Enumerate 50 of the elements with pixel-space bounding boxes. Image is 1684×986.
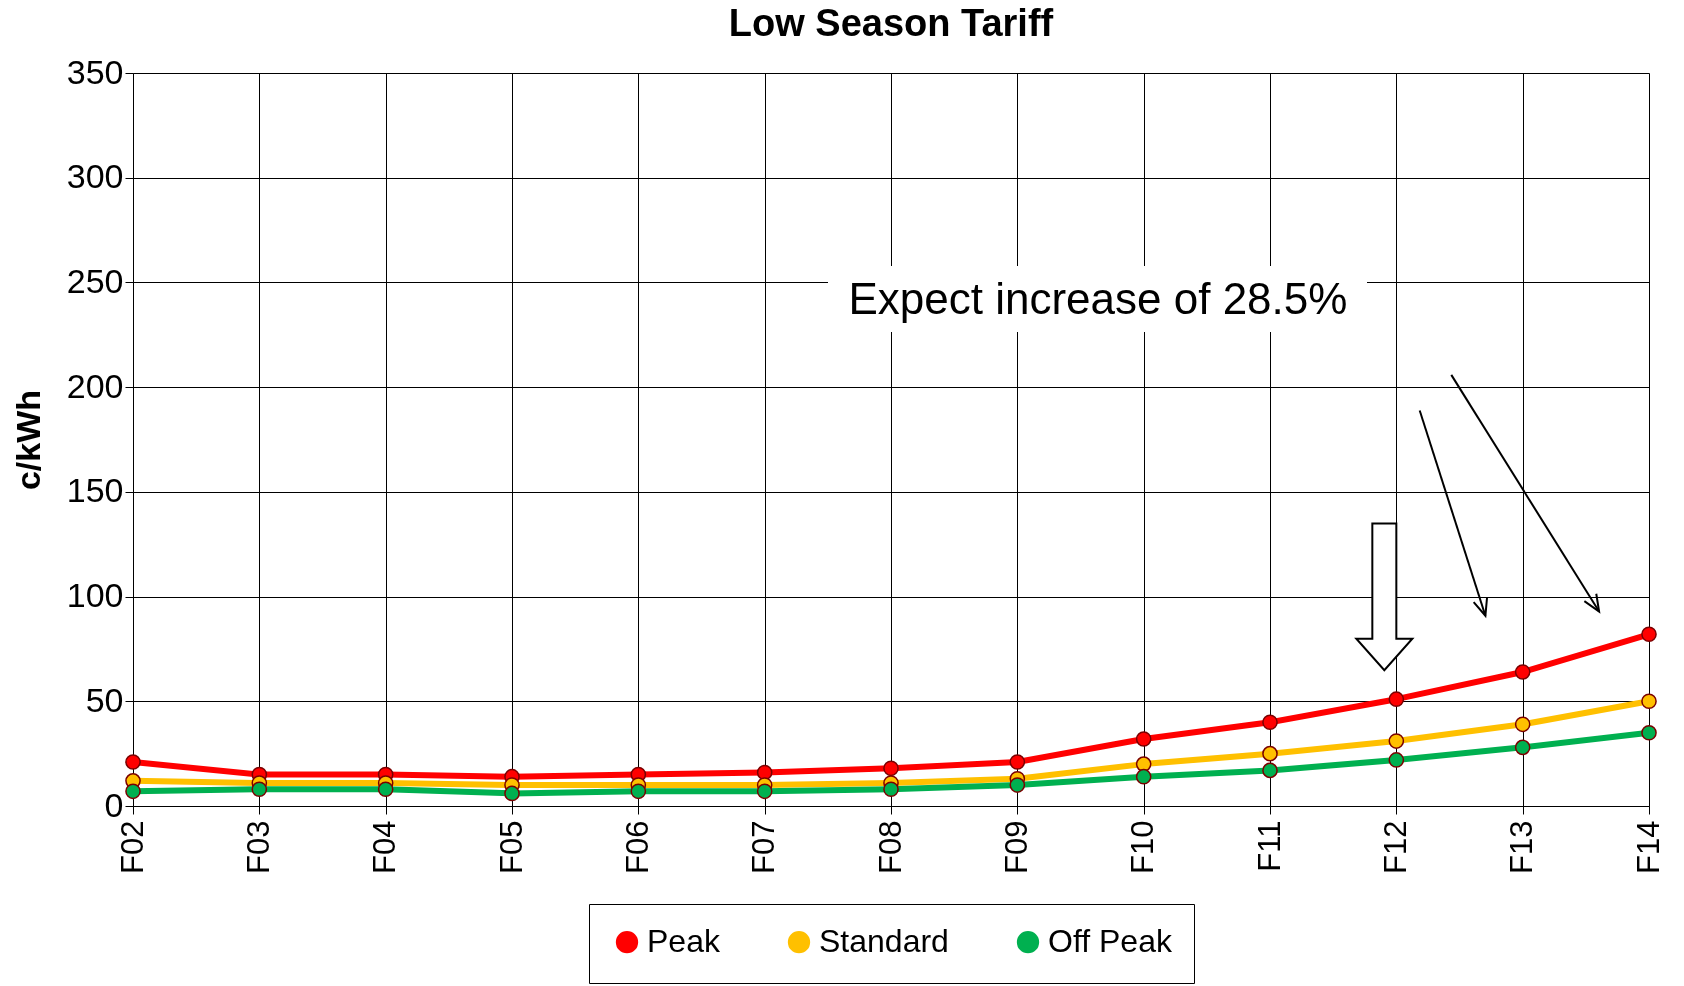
point: [1641, 626, 1657, 643]
point: [1641, 693, 1657, 710]
point: [630, 783, 647, 800]
point: [125, 783, 141, 800]
point: [1135, 731, 1152, 747]
point: [1514, 716, 1531, 733]
x-tick-label: F10: [1125, 820, 1161, 874]
x-tick-label: F04: [367, 820, 403, 874]
x-tick-label: F05: [493, 820, 529, 874]
x-tick-label: F11: [1251, 820, 1287, 872]
y-tick-label: 200: [66, 366, 124, 405]
y-tick-label: 100: [66, 576, 124, 615]
point: [1514, 664, 1531, 680]
point: [1009, 777, 1026, 793]
x-tick-label: F14: [1630, 820, 1666, 874]
point: [756, 783, 773, 800]
x-tick-label: F13: [1504, 820, 1540, 874]
point: [1009, 754, 1026, 770]
x-tick-label: F08: [872, 820, 908, 874]
point: [1262, 762, 1278, 779]
point: [1135, 768, 1152, 785]
x-tick-label: F06: [619, 820, 655, 874]
legend-label: Standard: [819, 923, 949, 960]
point: [1388, 733, 1405, 749]
legend-label: Off Peak: [1048, 923, 1173, 960]
point: [883, 781, 899, 798]
point: [125, 754, 141, 770]
point: [1262, 714, 1278, 731]
point: [251, 781, 268, 798]
y-tick-label: 350: [66, 52, 124, 91]
y-tick-label: 150: [66, 471, 124, 510]
point: [883, 760, 899, 777]
y-axis-title: c/kWh: [8, 389, 47, 491]
y-tick-label: 50: [85, 680, 124, 719]
point: [1388, 752, 1405, 768]
chart-title: Low Season Tariff: [728, 2, 1054, 44]
x-tick-label: F12: [1377, 820, 1413, 874]
y-tick-label: 300: [66, 157, 124, 196]
point: [377, 781, 394, 798]
x-tick-label: F09: [998, 820, 1034, 874]
point: [1641, 724, 1657, 741]
y-tick-label: 250: [66, 261, 124, 300]
legend-label: Peak: [647, 923, 721, 960]
point: [1262, 745, 1278, 762]
annotation: Expect increase of 28.5%: [828, 265, 1368, 332]
x-tick-label: F03: [240, 820, 276, 874]
x-tick-label: F07: [746, 820, 782, 874]
point: [504, 785, 520, 802]
point: [1514, 739, 1531, 756]
point: [1388, 691, 1405, 707]
